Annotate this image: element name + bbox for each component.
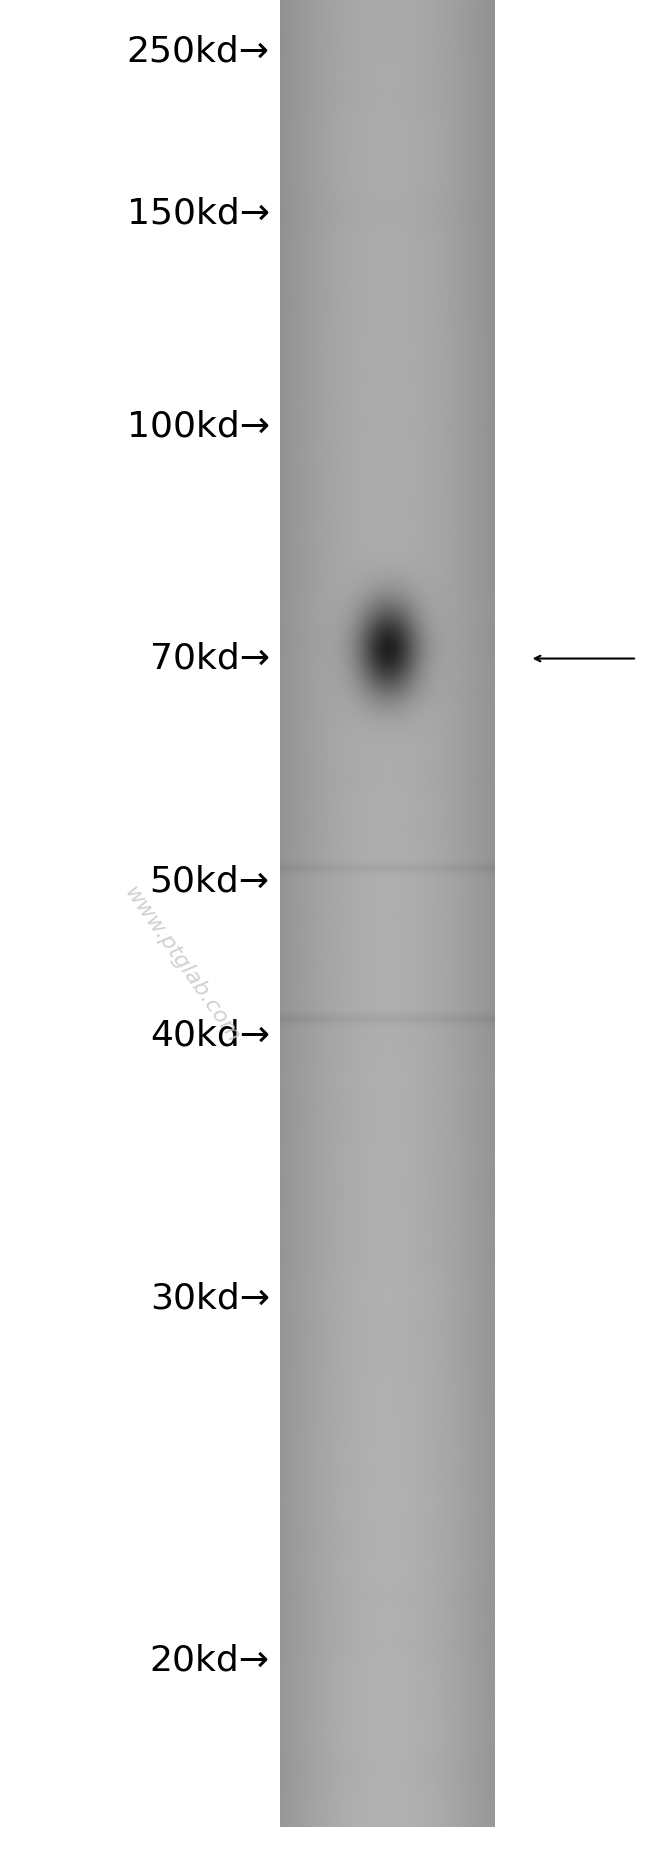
Text: 20kd→: 20kd→	[150, 1644, 270, 1677]
Text: 30kd→: 30kd→	[150, 1282, 270, 1315]
Text: 250kd→: 250kd→	[127, 35, 270, 69]
Text: 40kd→: 40kd→	[150, 1018, 270, 1052]
Text: 150kd→: 150kd→	[127, 197, 270, 230]
Text: 50kd→: 50kd→	[150, 864, 270, 898]
Text: 100kd→: 100kd→	[127, 410, 270, 443]
Text: 70kd→: 70kd→	[150, 642, 270, 675]
Text: www.ptglab.com: www.ptglab.com	[120, 883, 244, 1046]
